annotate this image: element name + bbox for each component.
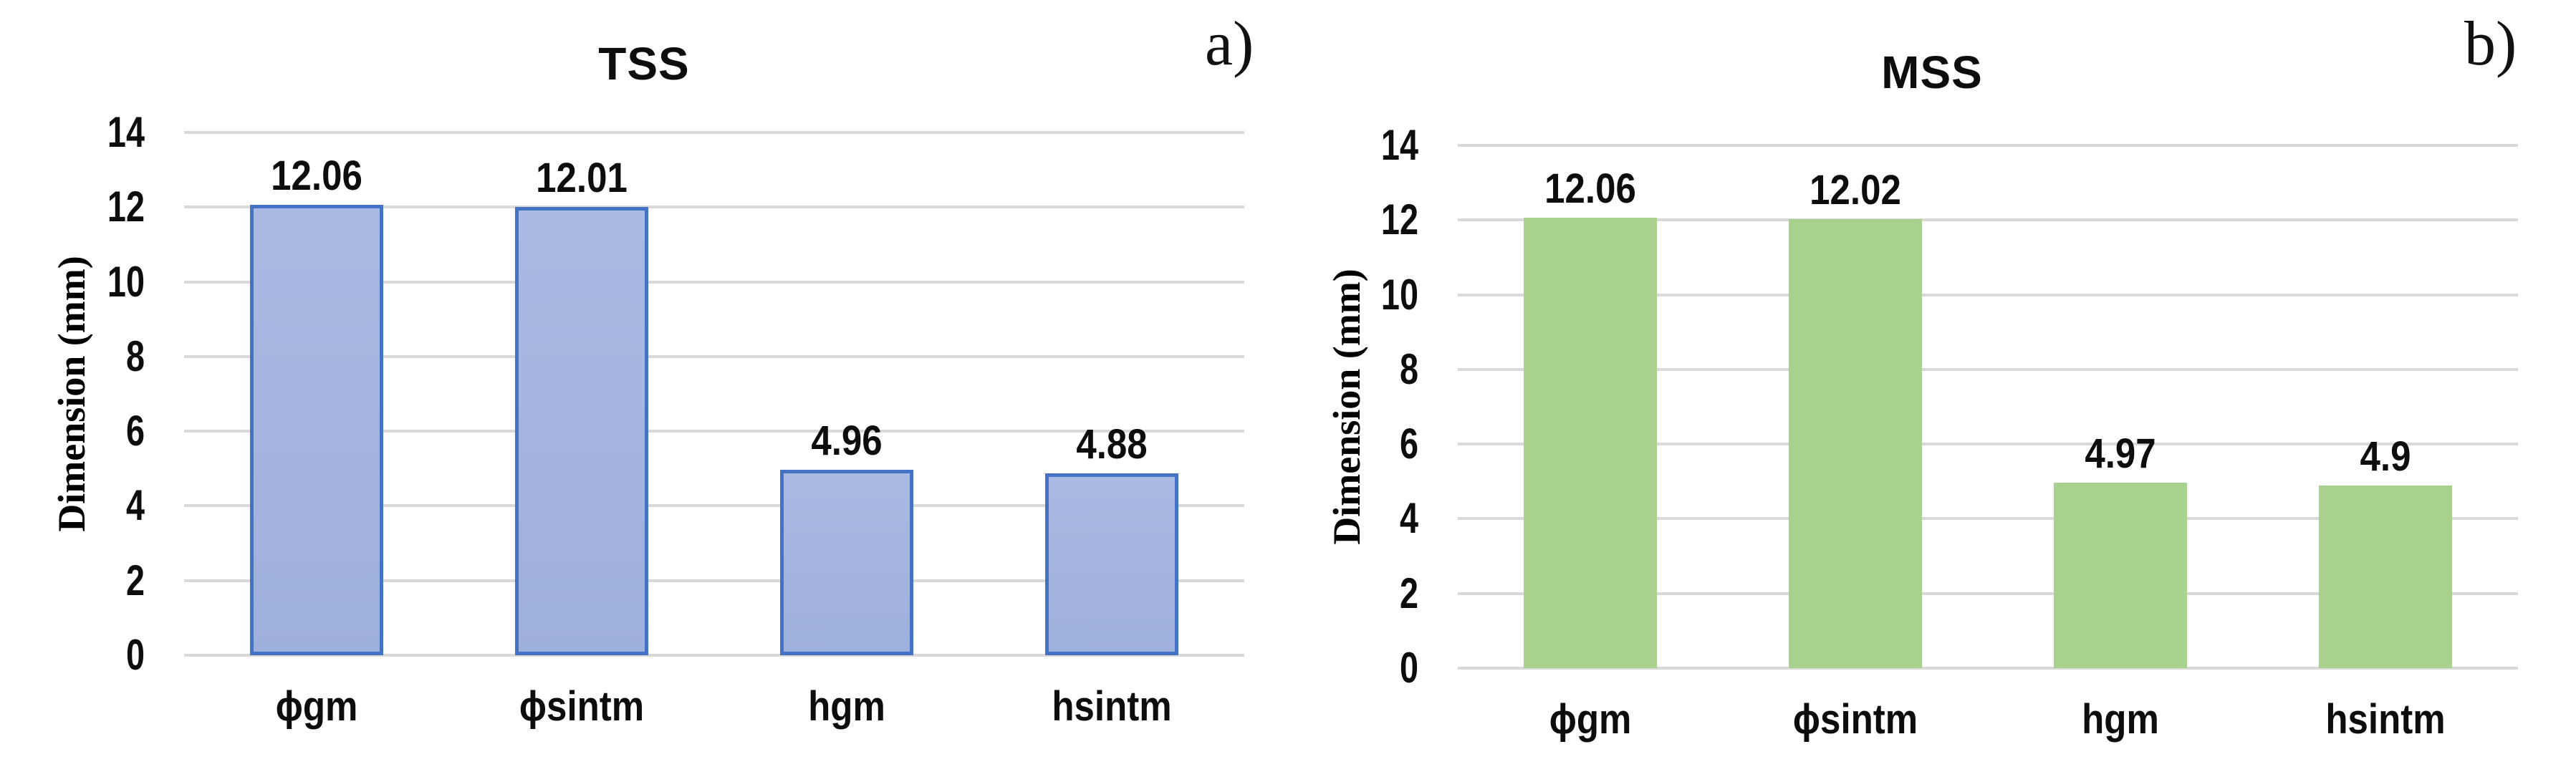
bar-ϕgm xyxy=(250,205,383,655)
y-tick-label: 0 xyxy=(125,631,145,679)
gridline-y2 xyxy=(1458,592,2518,595)
gridline-y10 xyxy=(184,280,1244,284)
gridline-y4 xyxy=(184,504,1244,508)
gridline-y8 xyxy=(184,354,1244,358)
x-category-label: ϕsintm xyxy=(1792,696,1918,743)
bar-value-label: 4.97 xyxy=(2085,430,2156,477)
y-tick-label: 8 xyxy=(1399,344,1418,393)
y-tick-label: 2 xyxy=(1399,569,1418,617)
y-tick-label: 8 xyxy=(125,332,145,380)
chart-title-mss: MSS xyxy=(1881,47,1983,98)
bar-hgm xyxy=(2054,482,2187,668)
x-category-label: ϕgm xyxy=(275,683,358,730)
y-tick-label: 12 xyxy=(1380,196,1418,244)
y-tick-label: 0 xyxy=(1399,644,1418,692)
chart-panel-tss: TSS a) Dimension (mm) 0 2 4 6 8 10 12 14 12.06 ϕg… xyxy=(50,9,1254,730)
y-tick-label: 12 xyxy=(107,183,145,231)
gridline-y12 xyxy=(1458,218,2518,222)
bar-hsintm xyxy=(2319,485,2452,668)
bar-hgm xyxy=(780,470,913,655)
bar-ϕsintm xyxy=(515,206,648,655)
gridline-y14 xyxy=(184,131,1244,134)
bar-value-label: 4.96 xyxy=(811,417,883,465)
chart-panel-mss: MSS b) Dimension (mm) 0 2 4 6 8 10 12 14 12.06 ϕg… xyxy=(1288,0,2576,782)
gridline-y6 xyxy=(184,430,1244,433)
bar-value-label: 12.06 xyxy=(1544,165,1636,213)
x-category-label: hsintm xyxy=(1052,683,1172,730)
y-tick-label: 14 xyxy=(107,108,145,156)
bar-value-label: 4.88 xyxy=(1076,420,1148,468)
gridline-y2 xyxy=(184,579,1244,582)
gridline-y6 xyxy=(1458,443,2518,446)
x-category-label: ϕgm xyxy=(1549,696,1632,743)
bar-hsintm xyxy=(1045,473,1178,655)
gridline-y10 xyxy=(1458,293,2518,296)
x-category-label: hgm xyxy=(808,683,885,730)
bar-value-label: 12.01 xyxy=(536,154,628,201)
panel-label-b: b) xyxy=(2464,9,2517,79)
bar-ϕgm xyxy=(1524,218,1657,668)
y-tick-label: 6 xyxy=(125,407,145,455)
gridline-y4 xyxy=(1458,517,2518,521)
bar-value-label: 12.06 xyxy=(271,153,362,200)
gridline-y14 xyxy=(1458,144,2518,147)
gridline-y8 xyxy=(1458,367,2518,371)
gridline-y12 xyxy=(184,206,1244,209)
chart-title-tss: TSS xyxy=(598,38,690,90)
y-tick-label: 2 xyxy=(125,556,145,604)
x-category-label: ϕsintm xyxy=(519,683,645,730)
x-category-label: hgm xyxy=(2082,696,2159,743)
bar-ϕsintm xyxy=(1789,219,1922,668)
y-tick-label: 10 xyxy=(107,257,145,306)
gridline-y0 xyxy=(1458,667,2518,670)
bar-value-label: 4.9 xyxy=(2360,433,2411,480)
y-tick-label: 14 xyxy=(1380,121,1418,169)
y-tick-label: 6 xyxy=(1399,420,1418,468)
gridline-y0 xyxy=(184,654,1244,657)
bar-value-label: 12.02 xyxy=(1810,167,1901,214)
y-tick-label: 10 xyxy=(1380,270,1418,319)
y-tick-label: 4 xyxy=(125,481,145,530)
panel-label-a: a) xyxy=(1205,9,1254,79)
x-category-label: hsintm xyxy=(2325,696,2446,743)
y-tick-label: 4 xyxy=(1399,494,1418,543)
